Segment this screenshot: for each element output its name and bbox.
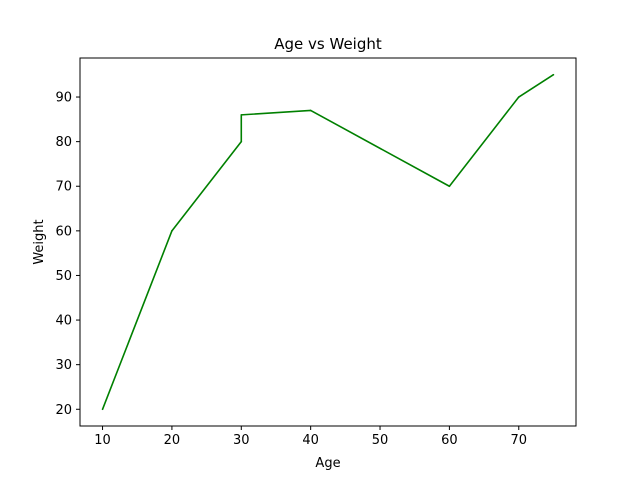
series-line bbox=[101, 74, 554, 410]
data-point bbox=[240, 140, 243, 143]
data-point bbox=[171, 230, 173, 232]
y-tick-label: 40 bbox=[55, 314, 72, 329]
x-axis-title: Age bbox=[315, 456, 340, 471]
y-tick-label: 30 bbox=[55, 358, 72, 373]
data-point bbox=[240, 114, 243, 116]
y-tick-label: 80 bbox=[55, 135, 72, 150]
plot-area bbox=[80, 58, 576, 426]
y-tick-label: 20 bbox=[55, 403, 72, 418]
y-axis-title: Weight bbox=[32, 219, 47, 264]
data-point bbox=[552, 73, 555, 76]
series-layer bbox=[101, 73, 555, 411]
y-tick-label: 60 bbox=[55, 224, 72, 239]
ticks-layer: 10 20 30 40 50 60 70 20 30 40 50 60 70 80 90 bbox=[55, 91, 527, 448]
x-tick-label: 70 bbox=[510, 433, 527, 448]
data-point bbox=[309, 109, 312, 112]
x-tick-label: 20 bbox=[164, 433, 181, 448]
x-tick-label: 10 bbox=[94, 433, 111, 448]
x-tick-label: 50 bbox=[372, 433, 389, 448]
data-point bbox=[101, 408, 104, 411]
y-tick-label: 50 bbox=[55, 269, 72, 284]
data-point bbox=[448, 185, 451, 188]
x-tick-label: 40 bbox=[302, 433, 319, 448]
x-tick-label: 60 bbox=[441, 433, 458, 448]
x-tick-label: 30 bbox=[233, 433, 250, 448]
y-tick-label: 70 bbox=[55, 180, 72, 195]
chart-title: Age vs Weight bbox=[274, 35, 382, 53]
data-point bbox=[517, 96, 520, 98]
y-tick-label: 90 bbox=[55, 91, 72, 106]
plot-frame bbox=[79, 57, 577, 427]
